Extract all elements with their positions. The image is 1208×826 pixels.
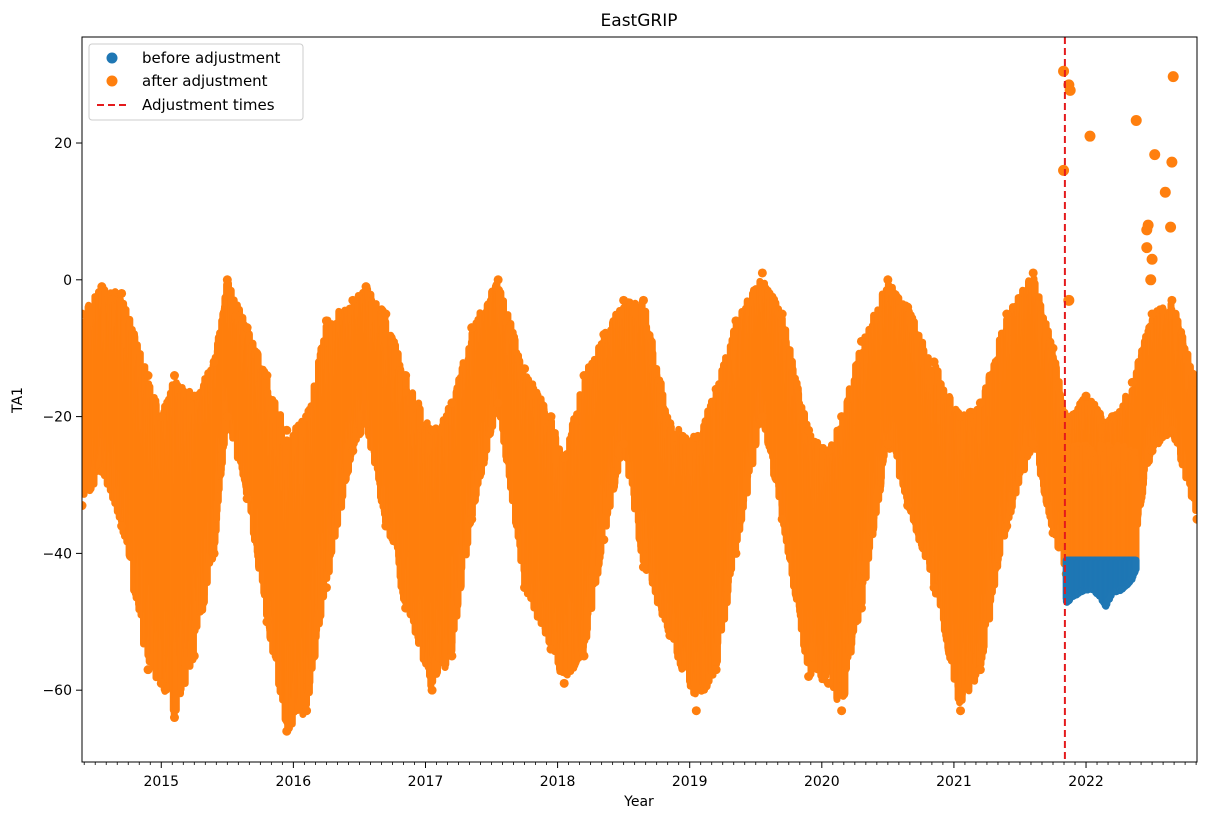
chart-title: EastGRIP [601,11,678,31]
